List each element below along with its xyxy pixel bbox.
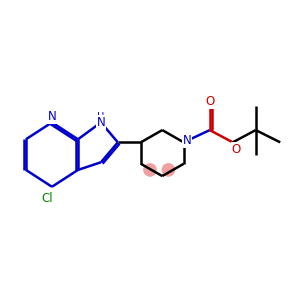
Circle shape [162,164,175,176]
Text: O: O [205,95,214,108]
Circle shape [144,164,156,176]
Text: H: H [97,112,105,122]
Text: O: O [231,142,240,156]
Text: N: N [182,134,191,147]
Text: N: N [48,110,56,123]
Text: Cl: Cl [41,192,53,205]
Text: N: N [97,116,105,129]
